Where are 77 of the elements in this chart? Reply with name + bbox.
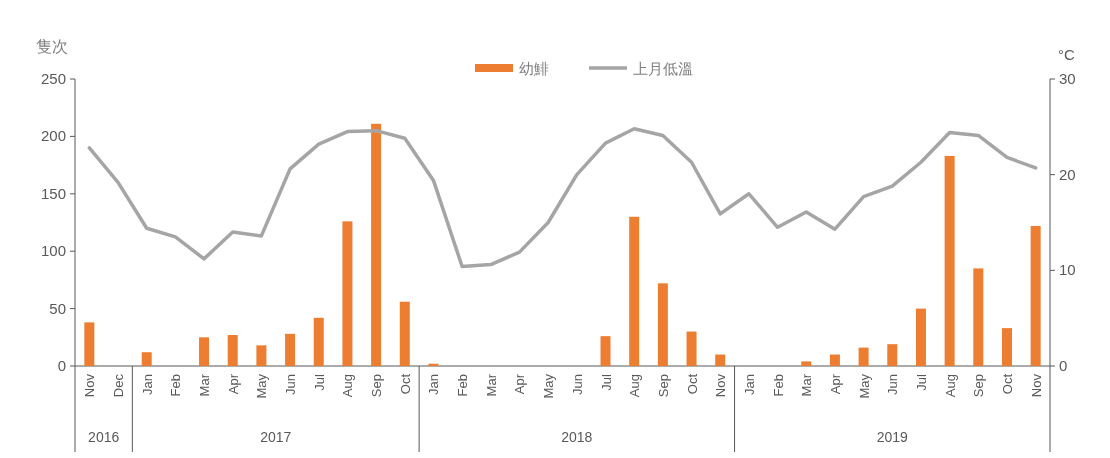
x-tick-label: Jan: [741, 374, 757, 395]
x-tick-label: Feb: [455, 374, 471, 397]
x-tick-label: Oct: [999, 373, 1015, 395]
y-tick-label: 100: [40, 242, 66, 260]
x-tick-label: Nov: [1028, 373, 1044, 398]
x-tick-label: Apr: [827, 373, 843, 395]
x-tick-label: May: [541, 373, 557, 399]
bar: [399, 301, 410, 366]
x-tick-label: Apr: [512, 373, 528, 395]
bar: [84, 322, 95, 366]
x-tick-label: Sep: [369, 374, 385, 398]
y-axis-title: 隻次: [36, 38, 68, 55]
bar: [199, 337, 210, 366]
x-tick-label: Feb: [770, 374, 786, 397]
bar: [686, 331, 697, 366]
x-tick-label: Dec: [111, 373, 127, 398]
x-tick-label: Jul: [598, 373, 614, 391]
bar: [629, 216, 640, 366]
y-tick-label: 200: [40, 127, 66, 145]
x-tick-label: Jun: [283, 374, 299, 395]
x-tick-label: Nov: [713, 373, 729, 398]
x-tick-label: Feb: [168, 374, 184, 397]
bar: [342, 221, 353, 366]
bar: [887, 344, 898, 366]
x-tick-label: Sep: [655, 374, 671, 398]
x-tick-label: Sep: [971, 374, 987, 398]
line-series: [87, 127, 1038, 269]
x-tick-label: Mar: [483, 373, 499, 397]
bar: [973, 268, 984, 366]
legend-label: 上月低溫: [633, 60, 693, 77]
text: 2017: [260, 429, 292, 445]
y2-tick-label: 30: [1059, 70, 1076, 87]
bar: [141, 352, 152, 366]
bar: [600, 336, 611, 366]
y-tick-label: 250: [40, 70, 66, 87]
bar: [944, 155, 955, 366]
x-tick-label: Jul: [913, 373, 929, 391]
x-tick-label: Jul: [311, 373, 327, 391]
bar: [313, 317, 324, 366]
y-tick-label: 50: [49, 299, 66, 317]
x-tick-label: Jan: [426, 374, 442, 395]
bar: [256, 345, 267, 366]
y2-tick-label: 10: [1059, 261, 1076, 279]
x-tick-label: Aug: [942, 374, 958, 398]
x-tick-label: Apr: [225, 373, 241, 395]
bar: [1030, 225, 1041, 366]
y-tick-label: 0: [57, 357, 66, 374]
bar: [829, 354, 840, 366]
y2-tick-label: 0: [1059, 357, 1068, 374]
bar: [915, 308, 926, 366]
x-tick-label: May: [254, 373, 270, 399]
bar: [715, 354, 726, 366]
x-tick-label: Aug: [340, 374, 356, 398]
bar: [801, 361, 812, 366]
x-tick-label: May: [856, 373, 872, 399]
x-tick-label: Jun: [569, 374, 585, 395]
x-tick-label: Oct: [397, 373, 413, 395]
x-tick-label: Nov: [82, 373, 98, 398]
x-tick-label: Oct: [684, 373, 700, 395]
x-tick-label: Mar: [799, 373, 815, 397]
bar: [371, 123, 382, 366]
bar: [285, 333, 296, 366]
y2-axis-title: °C: [1058, 46, 1075, 63]
text: 2016: [88, 429, 120, 445]
y-tick-label: 150: [40, 184, 66, 202]
bar: [1001, 328, 1012, 366]
legend-label: 幼鯡: [519, 60, 549, 77]
text: 2019: [876, 429, 909, 445]
y2-tick-label: 20: [1059, 165, 1076, 183]
bar: [657, 283, 668, 366]
text: 2018: [561, 429, 593, 445]
x-tick-label: Aug: [627, 374, 643, 398]
x-tick-label: Mar: [197, 373, 213, 397]
x-tick-label: Jan: [139, 374, 155, 395]
x-tick-label: Jun: [885, 374, 901, 395]
bar: [227, 335, 238, 366]
bar: [858, 347, 869, 366]
